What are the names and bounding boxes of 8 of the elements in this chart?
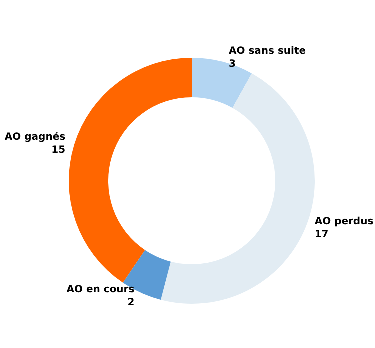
slice-label: AO gagnés [4,132,66,143]
data-label: 2 [128,298,135,309]
data-label: 17 [314,229,329,240]
data-label: 3 [229,59,236,70]
slice-label: AO perdus [314,216,374,228]
data-label: 15 [52,144,66,156]
slice-label: AO sans suite [229,46,306,58]
slice-label: AO en cours [66,284,135,296]
